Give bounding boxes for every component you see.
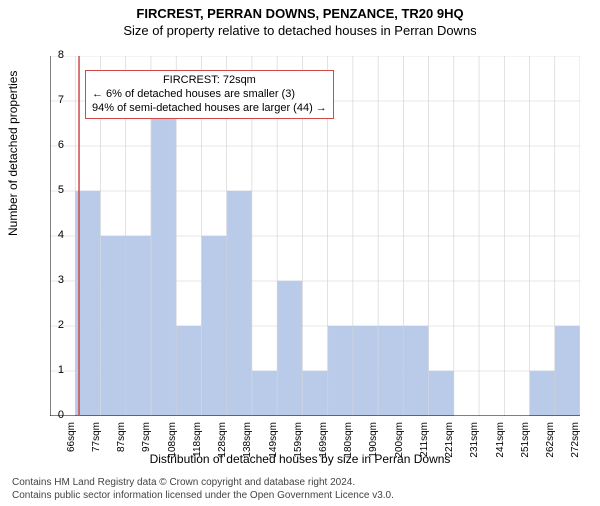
y-tick: 7 [44, 94, 64, 106]
x-tick: 108sqm [167, 422, 178, 462]
x-tick: 169sqm [318, 422, 329, 462]
y-tick: 2 [44, 319, 64, 331]
footer-line2: Contains public sector information licen… [12, 490, 394, 503]
y-tick: 8 [44, 49, 64, 61]
x-tick: 159sqm [293, 422, 304, 462]
annotation-line1: FIRCREST: 72sqm [92, 74, 327, 88]
x-tick: 241sqm [495, 422, 506, 462]
chart-title-main: FIRCREST, PERRAN DOWNS, PENZANCE, TR20 9… [0, 6, 600, 21]
x-tick: 211sqm [419, 422, 430, 462]
x-tick: 118sqm [192, 422, 203, 462]
annotation-line2: ← 6% of detached houses are smaller (3) [92, 88, 327, 102]
y-tick: 1 [44, 364, 64, 376]
y-axis-label: Number of detached properties [6, 71, 20, 236]
x-tick: 180sqm [343, 422, 354, 462]
x-tick: 128sqm [217, 422, 228, 462]
footer-attribution: Contains HM Land Registry data © Crown c… [12, 477, 394, 502]
x-tick: 87sqm [116, 422, 127, 462]
x-tick: 97sqm [141, 422, 152, 462]
y-tick: 4 [44, 229, 64, 241]
x-tick: 251sqm [520, 422, 531, 462]
x-tick: 262sqm [545, 422, 556, 462]
annotation-box: FIRCREST: 72sqm ← 6% of detached houses … [85, 70, 334, 119]
x-tick: 221sqm [444, 422, 455, 462]
x-tick: 138sqm [242, 422, 253, 462]
x-tick: 231sqm [469, 422, 480, 462]
annotation-line3: 94% of semi-detached houses are larger (… [92, 102, 327, 116]
chart-title-sub: Size of property relative to detached ho… [0, 23, 600, 38]
y-tick: 0 [44, 409, 64, 421]
x-tick: 149sqm [268, 422, 279, 462]
x-tick: 200sqm [394, 422, 405, 462]
x-tick: 272sqm [570, 422, 581, 462]
x-tick: 77sqm [91, 422, 102, 462]
y-tick: 6 [44, 139, 64, 151]
y-tick: 5 [44, 184, 64, 196]
x-tick: 66sqm [66, 422, 77, 462]
y-tick: 3 [44, 274, 64, 286]
footer-line1: Contains HM Land Registry data © Crown c… [12, 477, 394, 490]
x-tick: 190sqm [368, 422, 379, 462]
